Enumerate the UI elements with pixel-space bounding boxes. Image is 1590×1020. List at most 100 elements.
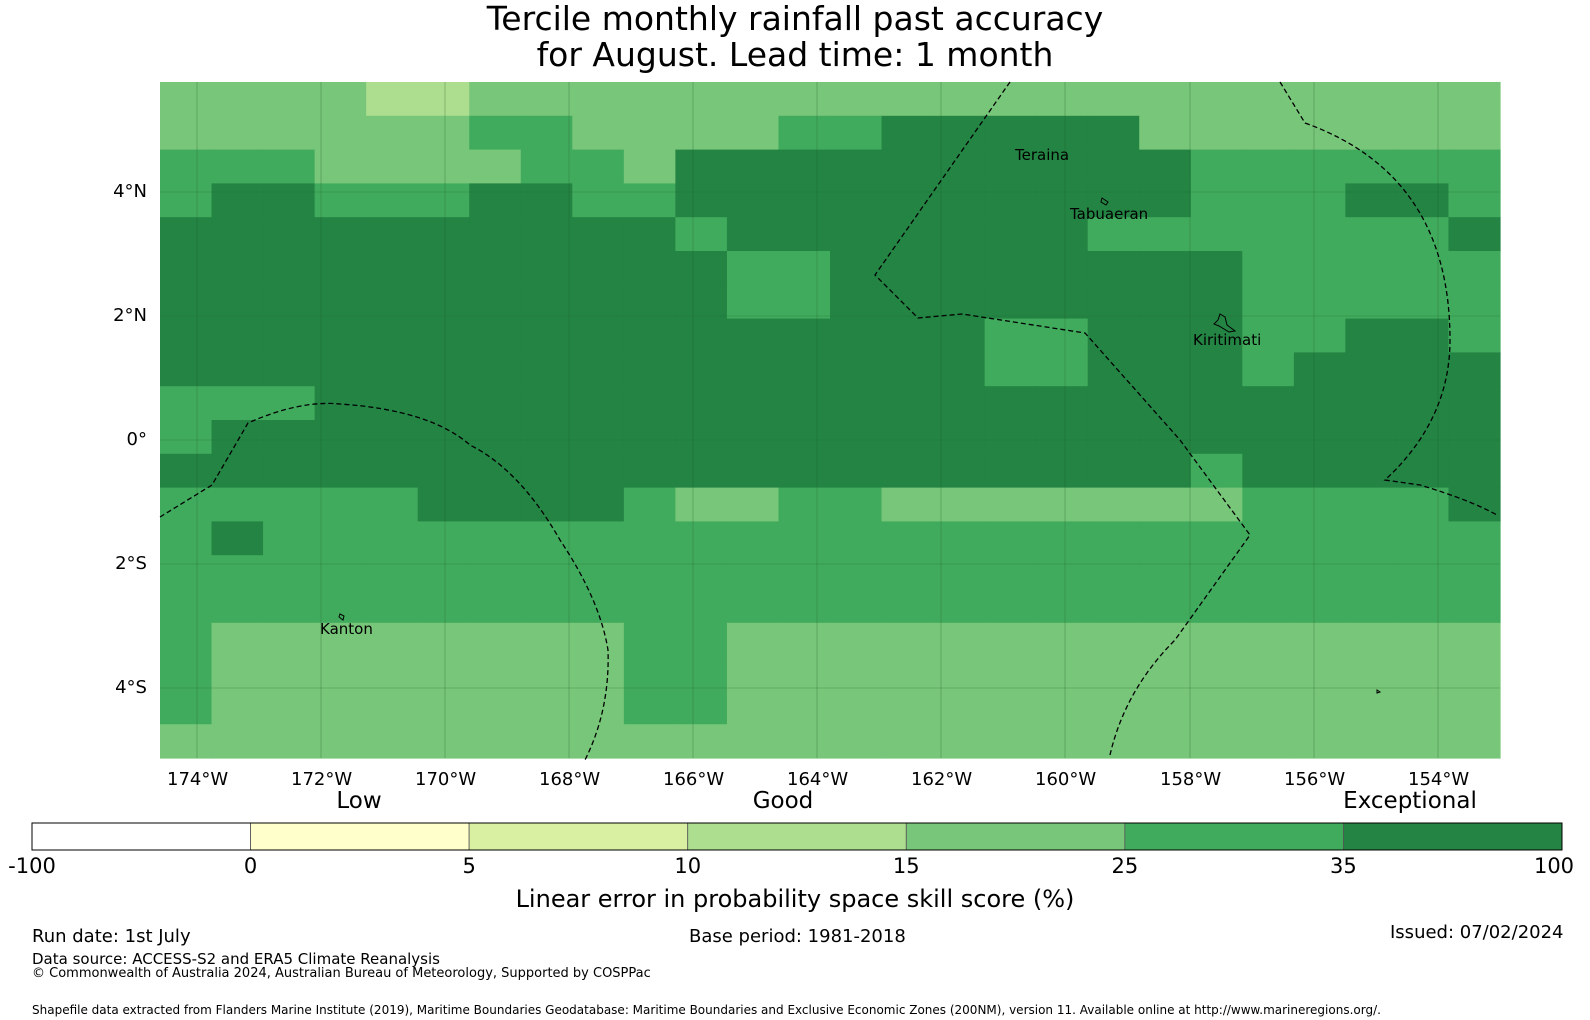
grid-cell	[1448, 352, 1501, 387]
grid-cell	[1242, 352, 1295, 387]
grid-cell	[263, 555, 316, 590]
grid-cell	[623, 149, 676, 184]
grid-cell	[1242, 318, 1295, 353]
grid-cell	[933, 656, 986, 691]
copyright: © Commonwealth of Australia 2024, Austra…	[32, 966, 651, 981]
grid-cell	[1139, 487, 1192, 522]
grid-cell	[572, 82, 625, 117]
grid-cell	[778, 251, 831, 286]
grid-cell	[469, 453, 522, 489]
grid-cell	[1036, 487, 1089, 522]
colorbar-segment	[905, 822, 1126, 851]
grid-cell	[933, 82, 986, 117]
grid-cell	[984, 724, 1037, 759]
grid-cell	[1345, 251, 1398, 286]
grid-cell	[314, 217, 367, 252]
grid-cell	[1190, 318, 1243, 353]
grid-cell	[211, 82, 264, 117]
grid-cell	[160, 555, 213, 590]
place-label: Tabuaeran	[1070, 205, 1149, 223]
grid-cell	[675, 453, 728, 489]
grid-cell	[1036, 251, 1089, 286]
grid-cell	[1396, 115, 1450, 151]
grid-cell	[469, 284, 522, 320]
grid-cell	[520, 318, 573, 353]
grid-cell	[881, 251, 934, 286]
grid-cell	[1448, 386, 1501, 421]
grid-cell	[933, 555, 986, 590]
colorbar-tick-label: 10	[674, 854, 702, 878]
grid-cell	[1036, 352, 1089, 387]
grid-cell	[211, 318, 264, 353]
grid-cell	[1087, 352, 1140, 387]
grid-cell	[1396, 656, 1450, 691]
grid-cell	[366, 115, 419, 151]
grid-cell	[160, 284, 213, 320]
grid-cell	[211, 656, 264, 691]
grid-cell	[1448, 183, 1501, 218]
grid-cell	[1190, 724, 1243, 759]
grid-cell	[1139, 724, 1192, 759]
grid-cell	[211, 521, 264, 556]
grid-cell	[211, 217, 264, 252]
data-source: Data source: ACCESS-S2 and ERA5 Climate …	[32, 950, 440, 968]
grid-cell	[1036, 149, 1089, 184]
chart-title-line-2: for August. Lead time: 1 month	[536, 35, 1054, 74]
grid-cell	[1293, 690, 1346, 725]
colorbar-tick-label: -100	[8, 854, 56, 878]
grid-cell	[263, 690, 316, 725]
grid-cell	[623, 555, 676, 590]
grid-cell	[263, 352, 316, 387]
grid-cell	[1087, 622, 1140, 658]
grid-cell	[520, 656, 573, 691]
grid-cell	[1293, 115, 1346, 151]
grid-cell	[830, 115, 883, 151]
grid-cell	[520, 284, 573, 320]
grid-cell	[1087, 386, 1140, 421]
grid-cell	[520, 724, 573, 759]
grid-cell	[160, 149, 213, 184]
colorbar-segment	[687, 822, 907, 851]
grid-cell	[675, 318, 728, 353]
grid-cell	[417, 115, 470, 151]
grid-cell	[726, 521, 780, 556]
grid-cell	[623, 82, 676, 117]
grid-cell	[1242, 284, 1295, 320]
grid-cell	[366, 420, 419, 455]
grid-cell	[1242, 656, 1295, 691]
grid-cell	[1396, 555, 1450, 590]
eez-boundary-line	[159, 402, 609, 761]
grid-cell	[469, 82, 522, 117]
grid-cell	[520, 521, 573, 556]
grid-cell	[211, 149, 264, 184]
grid-cell	[881, 521, 934, 556]
tier-label-exceptional: Exceptional	[1343, 788, 1477, 814]
grid-cell	[830, 82, 883, 117]
grid-cell	[1190, 251, 1243, 286]
grid-cell	[520, 589, 573, 624]
grid-cell	[1139, 589, 1192, 624]
grid-cell	[933, 386, 986, 421]
grid-cell	[1448, 318, 1501, 353]
grid-cell	[572, 555, 625, 590]
grid-cell	[572, 183, 625, 218]
grid-cell	[675, 149, 728, 184]
grid-cell	[1448, 690, 1501, 725]
grid-cell	[314, 622, 367, 658]
grid-cell	[984, 589, 1037, 624]
grid-cell	[469, 420, 522, 455]
grid-cell	[1242, 724, 1295, 759]
grid-cell	[211, 183, 264, 218]
grid-cell	[572, 115, 625, 151]
grid-cell	[778, 555, 831, 590]
grid-cell	[469, 487, 522, 522]
grid-cell	[211, 555, 264, 590]
grid-cell	[1242, 622, 1295, 658]
grid-cell	[211, 420, 264, 455]
grid-cell	[572, 622, 625, 658]
colorbar-tick-label: 25	[1111, 854, 1139, 878]
grid-cell	[1036, 724, 1089, 759]
grid-cell	[160, 453, 213, 489]
grid-cell	[1448, 622, 1501, 658]
grid-cell	[417, 318, 470, 353]
